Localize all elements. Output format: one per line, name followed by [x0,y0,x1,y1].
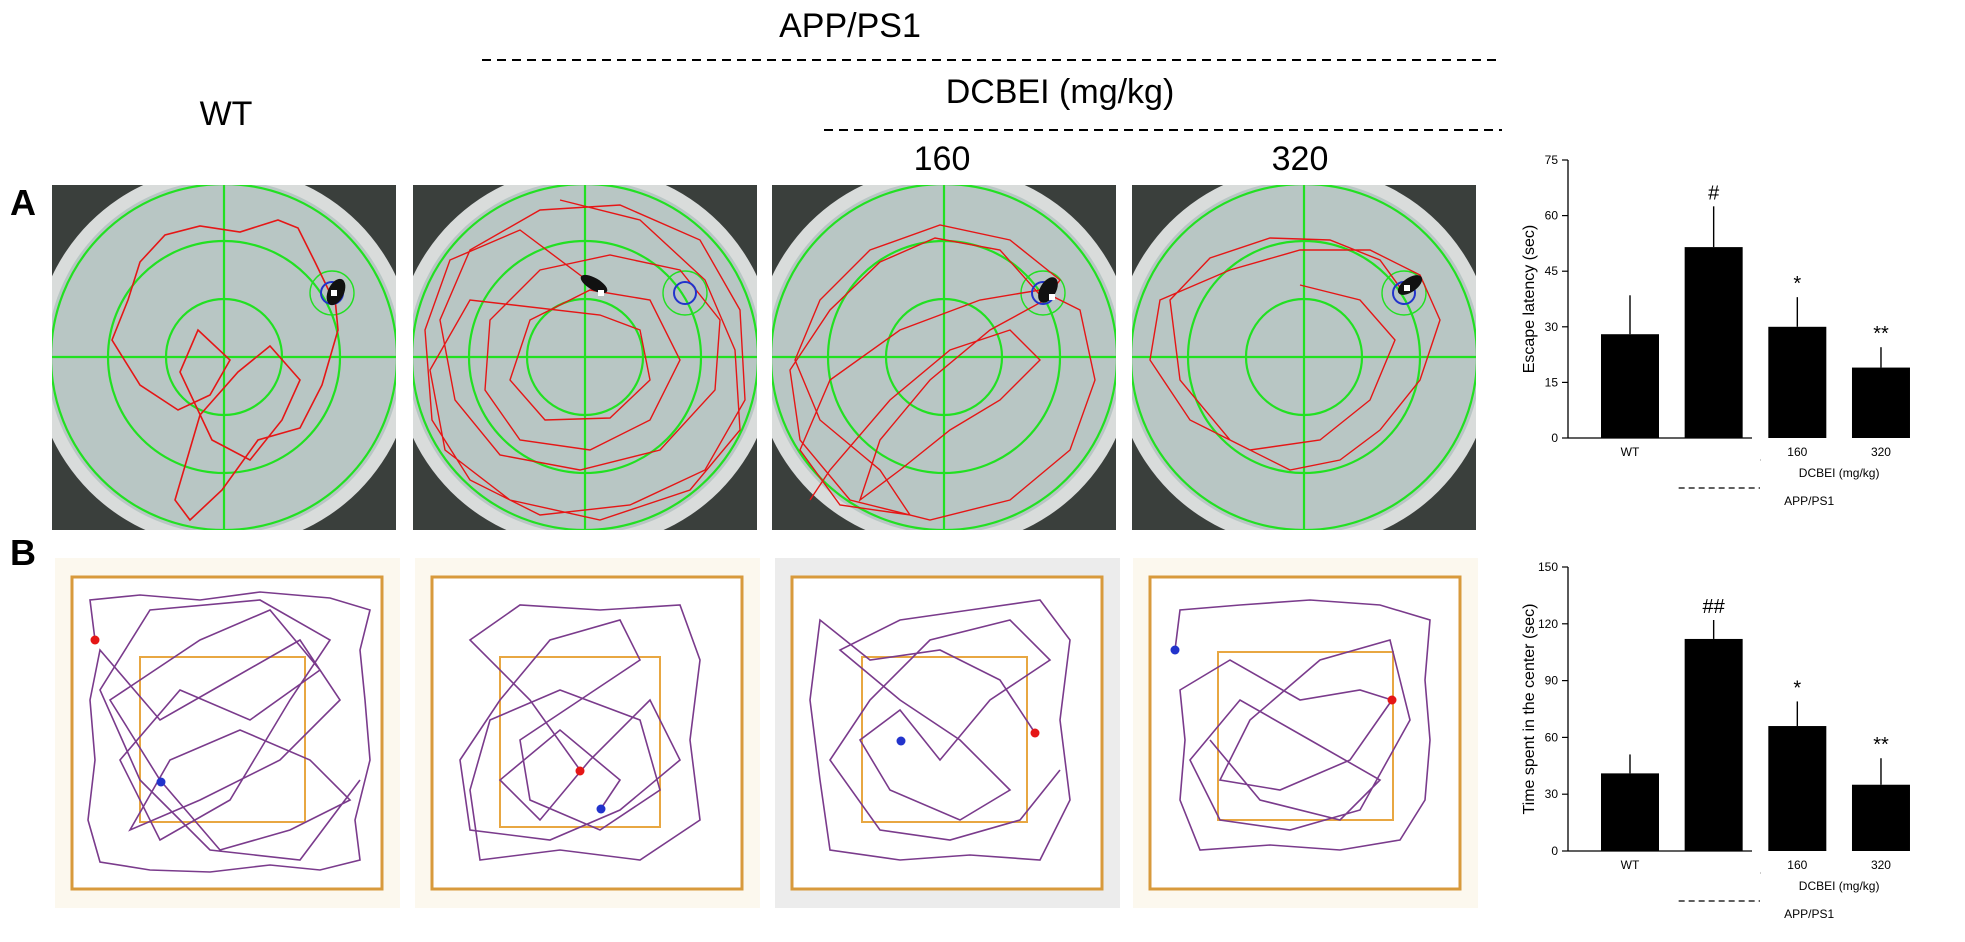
x-tick-label: 320 [1871,858,1891,872]
bar [1768,726,1827,851]
y-tick-label: 0 [1551,844,1558,858]
significance-mark: ** [1873,734,1889,756]
group-label: APP/PS1 [1784,907,1834,921]
dose-label-160: 160 [914,140,971,178]
open-field-app-ps1 [415,558,760,908]
panel-label-a: A [10,182,36,223]
y-axis-label: Escape latency (sec) [1521,225,1538,374]
significance-mark: * [1793,677,1801,699]
water-maze-app-ps1 [413,185,757,530]
escape-latency-chart: 0 15 30 45 60 75 Escape latency (sec) WT # * 160 **… [1521,153,1910,508]
x-tick-label: WT [1621,858,1640,872]
significance-mark: ** [1873,323,1889,345]
panel-label-b: B [10,532,36,573]
y-tick-label: 120 [1538,617,1558,631]
y-tick-label: 90 [1545,674,1559,688]
group-label: APP/PS1 [779,7,921,45]
significance-mark: ## [1703,596,1726,618]
group-label: APP/PS1 [1784,494,1834,508]
y-tick-label: 75 [1545,153,1559,167]
bar [1768,326,1827,438]
bar [1684,638,1743,851]
open-field-wt [55,558,400,908]
open-field-dcbei-320 [1133,558,1478,908]
y-tick-label: 60 [1545,730,1559,744]
bar [1851,367,1910,438]
significance-mark: # [1708,182,1720,204]
significance-mark: * [1793,273,1801,295]
y-tick-label: 15 [1545,375,1559,389]
y-tick-label: 30 [1545,320,1559,334]
subgroup-label: DCBEI (mg/kg) [1799,879,1880,893]
water-maze-wt [52,185,396,530]
x-tick-label: 160 [1787,445,1807,459]
y-tick-label: 60 [1545,209,1559,223]
subgroup-label: DCBEI (mg/kg) [1799,466,1880,480]
water-maze-dcbei-160 [772,185,1116,530]
bar [1684,247,1743,438]
wt-column-label: WT [200,95,253,133]
bar [1601,773,1659,851]
treatment-label: DCBEI (mg/kg) [946,73,1175,111]
x-tick-label: 160 [1787,858,1807,872]
x-tick-label: WT [1621,445,1640,459]
dose-label-320: 320 [1272,140,1329,178]
y-tick-label: 150 [1538,560,1558,574]
y-axis-label: Time spent in the center (sec) [1521,603,1538,814]
water-maze-dcbei-320 [1132,185,1476,530]
open-field-dcbei-160 [775,558,1120,908]
y-tick-label: 30 [1545,787,1559,801]
bar [1851,784,1910,851]
center-time-chart: 0 30 60 90 120 150 Time spent in the center (s… [1521,560,1910,921]
y-tick-label: 0 [1551,431,1558,445]
bar [1601,334,1659,438]
x-tick-label: 320 [1871,445,1891,459]
y-tick-label: 45 [1545,264,1559,278]
